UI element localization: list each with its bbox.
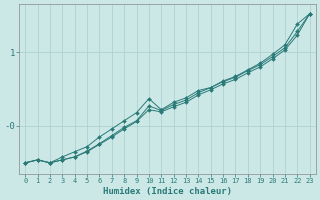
X-axis label: Humidex (Indice chaleur): Humidex (Indice chaleur)	[103, 187, 232, 196]
